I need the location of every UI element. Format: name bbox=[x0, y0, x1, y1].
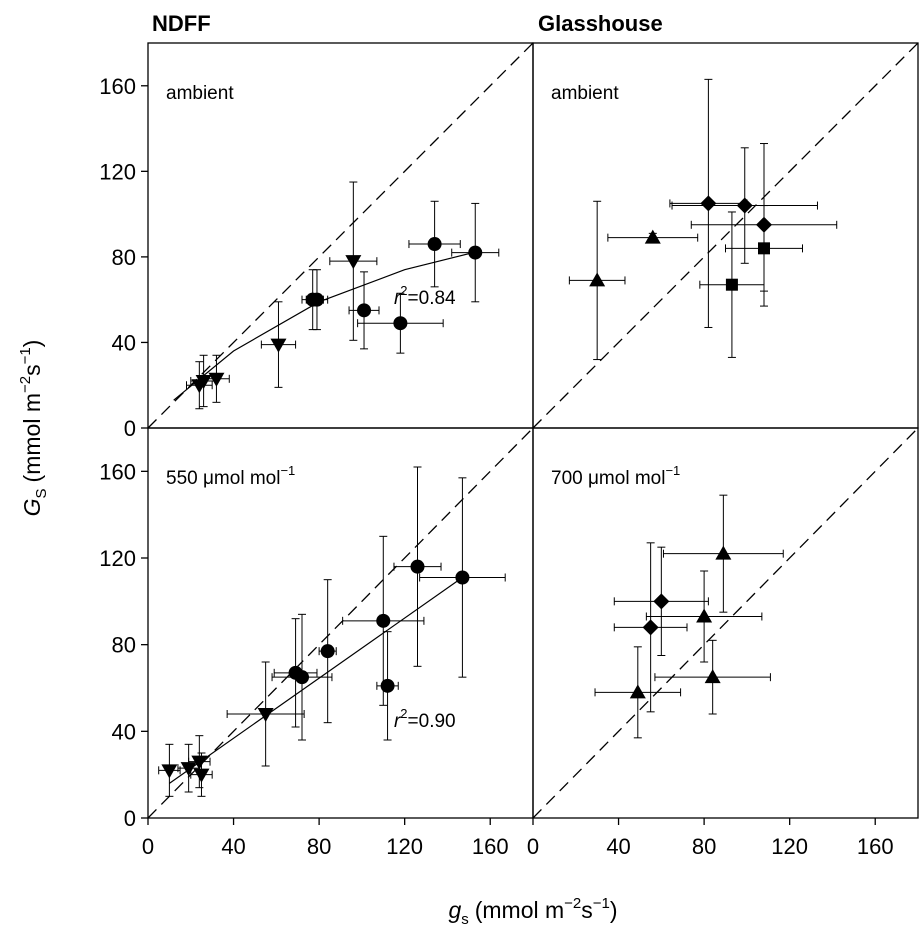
r-squared-label: r2=0.84 bbox=[394, 283, 456, 309]
data-point-square bbox=[758, 242, 770, 255]
x-tick-label: 0 bbox=[142, 834, 154, 859]
data-point-triangle-down bbox=[257, 708, 274, 722]
x-tick-label: 40 bbox=[606, 834, 630, 859]
x-tick-label: 40 bbox=[221, 834, 245, 859]
data-point-triangle-up bbox=[715, 545, 732, 560]
panel-ndff-ambient: 0 40 80 120 160 ambient r2=0.84 bbox=[99, 42, 534, 441]
column-title-glasshouse: Glasshouse bbox=[538, 11, 663, 36]
data-point-square bbox=[725, 278, 738, 291]
y-title-sup2: −1 bbox=[17, 347, 34, 364]
data-point-triangle-up bbox=[644, 229, 661, 244]
data-point-triangle-up bbox=[704, 669, 721, 684]
data-point-triangle-down bbox=[180, 762, 197, 777]
r-symbol: r bbox=[394, 288, 401, 309]
y-tick-label: 0 bbox=[124, 416, 136, 441]
data-point-circle bbox=[468, 245, 483, 260]
panel-label: 550 μmol mol−1 bbox=[166, 463, 295, 489]
y-title-main: G bbox=[19, 498, 45, 516]
data-point-circle bbox=[309, 292, 324, 307]
data-point-circle bbox=[410, 559, 425, 574]
y-tick-label: 120 bbox=[99, 546, 136, 571]
y-title-close: ) bbox=[19, 340, 45, 348]
y-tick-label: 80 bbox=[112, 633, 136, 658]
x-tick-label: 120 bbox=[771, 834, 808, 859]
x-tick-label: 80 bbox=[307, 834, 331, 859]
r-sup: 2 bbox=[400, 706, 407, 721]
r-squared-label: r2=0.90 bbox=[394, 706, 456, 732]
one-to-one-line bbox=[147, 42, 534, 429]
x-title-units: (mmol m bbox=[475, 897, 564, 923]
y-axis-title: GS (mmol m−2s−1) bbox=[17, 340, 50, 517]
one-to-one-line bbox=[532, 42, 919, 429]
y-tick-label: 160 bbox=[99, 74, 136, 99]
y-tick-label: 40 bbox=[112, 330, 136, 355]
svg-text:gs(mmol m−2s−1): gs (mmol m−2s−1) bbox=[448, 895, 617, 928]
data-point-circle bbox=[393, 316, 408, 331]
y-tick-label: 120 bbox=[99, 159, 136, 184]
data-point-triangle-down bbox=[193, 768, 210, 783]
panel-label-sup: −1 bbox=[665, 463, 680, 478]
x-title-sup1: −2 bbox=[564, 895, 581, 912]
data-point-circle bbox=[455, 570, 470, 585]
y-tick-label: 160 bbox=[99, 459, 136, 484]
data-point-circle bbox=[295, 670, 309, 685]
data-point-circle bbox=[357, 303, 372, 318]
y-title-sub: S bbox=[33, 488, 50, 498]
panel-ndff-550: 0 40 80 120 160 0 40 80 120 160 550 μmol mol−1 r2=0… bbox=[99, 427, 534, 859]
one-to-one-line bbox=[532, 427, 919, 819]
data-point-triangle-down bbox=[208, 372, 225, 387]
data-point-triangle-up bbox=[696, 608, 713, 623]
x-tick-label: 0 bbox=[527, 834, 539, 859]
column-title-ndff: NDFF bbox=[152, 11, 211, 36]
panel-label: ambient bbox=[166, 83, 234, 104]
x-axis-title: gs (mmol m−2s−1) bbox=[448, 895, 617, 928]
data-point-circle bbox=[320, 644, 335, 659]
data-point-circle bbox=[376, 613, 391, 628]
panel-glasshouse-700: 0 40 80 120 160 700 μmol mol−1 bbox=[527, 427, 919, 859]
data-point-diamond bbox=[653, 593, 670, 610]
panel-label: ambient bbox=[551, 83, 619, 104]
x-tick-label: 80 bbox=[692, 834, 716, 859]
panel-glasshouse-ambient: ambient bbox=[532, 42, 919, 429]
svg-text:GS(mmol m−2s−1): GS (mmol m−2s−1) bbox=[17, 340, 50, 517]
x-tick-label: 160 bbox=[472, 834, 509, 859]
y-title-units: (mmol m bbox=[19, 393, 45, 482]
data-point-triangle-down bbox=[270, 338, 287, 353]
r-sup: 2 bbox=[400, 283, 407, 298]
r-value: =0.90 bbox=[408, 711, 456, 732]
y-title-sup1: −2 bbox=[17, 376, 34, 393]
fit-curve bbox=[169, 577, 463, 784]
x-title-mid: s bbox=[581, 897, 593, 923]
data-point-circle bbox=[380, 678, 395, 693]
x-title-close: ) bbox=[610, 897, 618, 923]
y-tick-label: 80 bbox=[112, 245, 136, 270]
data-point-diamond bbox=[642, 619, 659, 636]
one-to-one-line bbox=[147, 427, 534, 819]
panel-frame bbox=[532, 427, 919, 819]
panel-label: 700 μmol mol−1 bbox=[551, 463, 680, 489]
y-title-mid: s bbox=[19, 364, 45, 376]
r-value: =0.84 bbox=[408, 288, 457, 309]
y-tick-label: 40 bbox=[112, 719, 136, 744]
data-point-triangle-up bbox=[629, 684, 646, 699]
r-symbol: r bbox=[394, 711, 401, 732]
data-point-triangle-down bbox=[191, 755, 208, 770]
data-point-diamond bbox=[700, 195, 717, 212]
data-point-diamond bbox=[736, 197, 753, 214]
data-point-triangle-down bbox=[161, 764, 178, 779]
y-tick-label: 0 bbox=[124, 806, 136, 831]
x-title-sub: s bbox=[461, 911, 469, 928]
data-point-circle bbox=[427, 237, 442, 252]
x-title-main: g bbox=[448, 897, 461, 923]
x-tick-label: 120 bbox=[386, 834, 423, 859]
data-point-triangle-down bbox=[345, 255, 362, 270]
x-title-sup2: −1 bbox=[593, 895, 610, 912]
x-tick-label: 160 bbox=[857, 834, 894, 859]
panel-label-sup: −1 bbox=[280, 463, 295, 478]
data-point-triangle-up bbox=[589, 272, 606, 287]
